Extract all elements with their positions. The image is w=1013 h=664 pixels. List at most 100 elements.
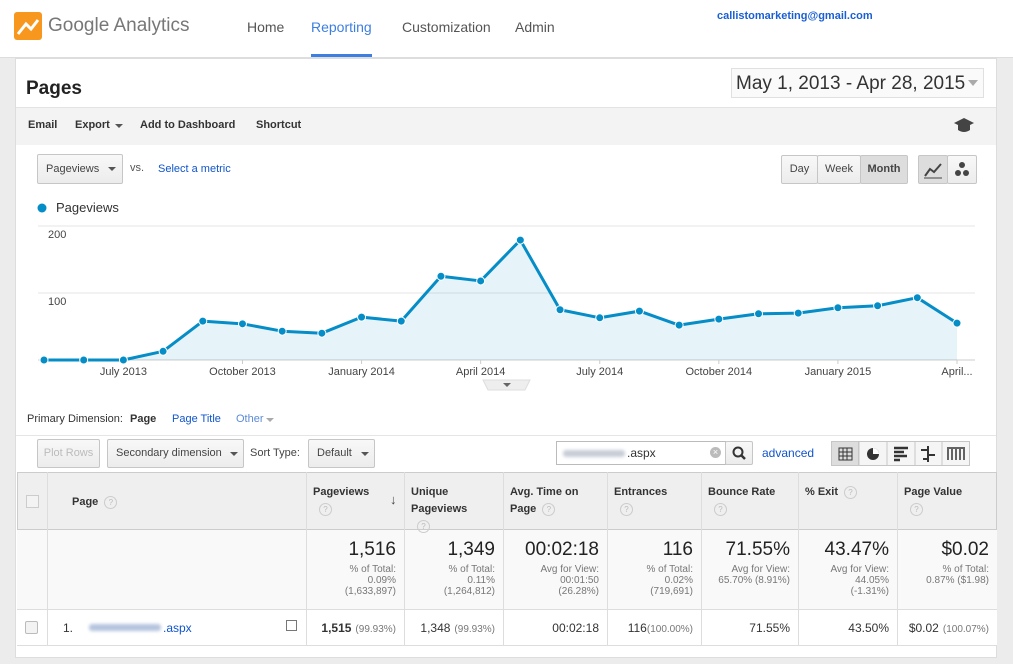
help-icon[interactable]: ? bbox=[417, 520, 430, 533]
column-label: Entrances bbox=[614, 486, 668, 498]
legend-label: Pageviews bbox=[56, 200, 119, 215]
search-button[interactable] bbox=[725, 441, 753, 465]
toolbar-item[interactable]: Export bbox=[75, 119, 110, 131]
total-value: 71.55% bbox=[725, 539, 790, 560]
area bbox=[44, 240, 957, 360]
column-header[interactable]: Pageviews? bbox=[313, 484, 387, 518]
total-detail: (719,691) bbox=[650, 586, 693, 597]
total-value: 1,349 bbox=[447, 539, 495, 560]
total-detail: % of Total: bbox=[646, 564, 693, 575]
secondary-text: Secondary dimension bbox=[116, 447, 222, 459]
column-header[interactable]: Entrances? bbox=[614, 484, 684, 518]
column-label: Unique Pageviews bbox=[411, 486, 468, 515]
cell-share: (99.93%) bbox=[454, 624, 495, 635]
x-tick-label: January 2014 bbox=[328, 366, 395, 378]
total-detail: % of Total: bbox=[349, 564, 396, 575]
point bbox=[237, 319, 247, 329]
column-header[interactable]: Bounce Rate? bbox=[708, 484, 781, 518]
row-checkbox[interactable] bbox=[25, 621, 38, 634]
interval-button[interactable]: Day bbox=[781, 155, 818, 184]
help-icon[interactable]: ? bbox=[319, 503, 332, 516]
total-detail: 0.09% bbox=[367, 575, 396, 586]
dropdown-arrow bbox=[230, 452, 238, 460]
account-email[interactable]: callistomarketing@gmail.com bbox=[717, 10, 873, 22]
select-all-checkbox[interactable] bbox=[26, 495, 39, 508]
select-metric[interactable]: Select a metric bbox=[158, 163, 231, 175]
column-header[interactable]: Page Value? bbox=[904, 484, 980, 518]
top-bar: Google Analytics Home Reporting Customiz… bbox=[0, 0, 1013, 58]
total-detail: 0.11% bbox=[467, 575, 495, 586]
point bbox=[39, 355, 49, 365]
line bbox=[44, 238, 958, 362]
column-divider bbox=[306, 472, 307, 646]
column-label: Page Value bbox=[904, 486, 963, 498]
point bbox=[793, 308, 803, 318]
y-tick-label: 200 bbox=[48, 229, 66, 241]
interval-button[interactable]: Week bbox=[817, 155, 861, 184]
search-icon bbox=[732, 446, 746, 460]
date-picker[interactable]: May 1, 2013 - Apr 28, 2015 bbox=[731, 68, 984, 98]
open-page-icon[interactable] bbox=[286, 620, 297, 631]
toolbar-item[interactable]: Add to Dashboard bbox=[140, 119, 236, 131]
row-page[interactable]: .aspx bbox=[163, 621, 192, 635]
dimension-label: Primary Dimension: bbox=[27, 413, 123, 425]
point bbox=[476, 276, 486, 286]
dimension-option[interactable]: Page bbox=[130, 413, 157, 425]
total-value: 1,516 bbox=[348, 539, 396, 560]
column-label: % Exit bbox=[805, 486, 839, 498]
total-detail: (26.28%) bbox=[558, 586, 599, 597]
interval-button[interactable]: Month bbox=[860, 155, 908, 184]
column-header[interactable]: Unique Pageviews? bbox=[411, 484, 486, 535]
toolbar-item[interactable]: Email bbox=[28, 119, 58, 131]
help-icon[interactable]: ? bbox=[910, 503, 923, 516]
cell-value: 71.55% bbox=[749, 621, 790, 635]
help-icon[interactable]: ? bbox=[844, 486, 858, 499]
nav-item[interactable]: Reporting bbox=[311, 19, 372, 35]
nav-item[interactable]: Customization bbox=[402, 19, 491, 35]
column-header[interactable]: % Exit? bbox=[805, 484, 880, 501]
help-icon[interactable]: ? bbox=[104, 496, 118, 509]
divider bbox=[16, 435, 996, 436]
x-tick-label: July 2014 bbox=[576, 366, 623, 378]
total-detail: 65.70% (8.91%) bbox=[718, 575, 790, 586]
motion-chart-toggle[interactable] bbox=[947, 155, 977, 184]
toolbar bbox=[16, 107, 996, 145]
advanced-link[interactable]: advanced bbox=[762, 446, 815, 460]
dimension-option[interactable]: Other bbox=[236, 413, 264, 425]
point bbox=[714, 314, 724, 324]
line-chart-toggle[interactable] bbox=[918, 155, 948, 184]
point bbox=[79, 355, 89, 365]
x-tick-label: July 2013 bbox=[100, 366, 147, 378]
plot-rows-button[interactable]: Plot Rows bbox=[37, 439, 100, 468]
toolbar-item[interactable]: Shortcut bbox=[256, 119, 302, 131]
help-icon[interactable]: ? bbox=[542, 503, 556, 516]
total-detail: % of Total: bbox=[942, 564, 989, 575]
search-box[interactable]: .aspx × bbox=[556, 441, 726, 465]
view-toggles[interactable] bbox=[831, 441, 970, 466]
column-label: Bounce Rate bbox=[708, 486, 776, 498]
help-icon[interactable]: ? bbox=[714, 503, 727, 516]
point bbox=[436, 271, 446, 281]
nav-item[interactable]: Home bbox=[247, 19, 285, 35]
column-header[interactable]: Page? bbox=[72, 494, 192, 511]
point bbox=[833, 303, 843, 313]
point bbox=[158, 346, 168, 356]
academy-icon[interactable] bbox=[953, 117, 975, 135]
dimension-option[interactable]: Page Title bbox=[172, 413, 221, 425]
point bbox=[912, 293, 922, 303]
secondary-dimension[interactable]: Secondary dimension bbox=[107, 439, 244, 468]
page-title: Pages bbox=[26, 78, 82, 99]
point bbox=[317, 328, 327, 338]
x-tick-label: October 2014 bbox=[685, 366, 752, 378]
nav-item[interactable]: Admin bbox=[515, 19, 555, 35]
sort-select[interactable]: Default bbox=[308, 439, 375, 468]
cell: 116(100.00%) bbox=[628, 621, 693, 635]
sort-arrow[interactable]: ↓ bbox=[390, 492, 397, 507]
clear-search[interactable]: × bbox=[710, 447, 721, 458]
column-header[interactable]: Avg. Time on Page? bbox=[510, 484, 590, 518]
help-icon[interactable]: ? bbox=[620, 503, 633, 516]
metric-select[interactable]: Pageviews bbox=[37, 154, 123, 184]
total-detail: % of Total: bbox=[448, 564, 495, 575]
total-detail: 00:01:50 bbox=[560, 575, 599, 586]
